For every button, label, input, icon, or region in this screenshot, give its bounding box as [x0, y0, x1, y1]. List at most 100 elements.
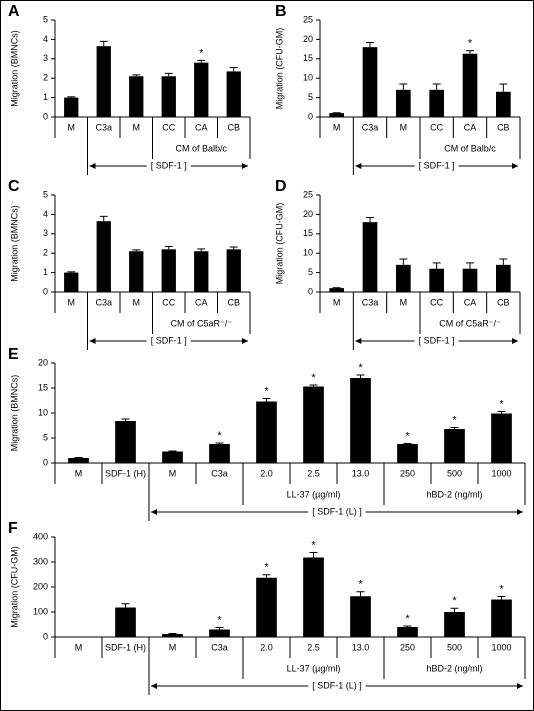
- x-tick-label: CC: [430, 297, 443, 307]
- bar: [329, 113, 344, 117]
- y-axis-label: Migration (CFU-GM): [274, 203, 284, 285]
- x-tick-label: C3a: [95, 122, 112, 132]
- group-label: CM of Balb/c: [444, 143, 496, 153]
- x-tick-label: M: [169, 468, 177, 478]
- group-label: CM of C5aR⁻/⁻: [439, 318, 501, 328]
- panel-letter: C: [8, 178, 20, 195]
- x-tick-label: 13.0: [352, 468, 370, 478]
- y-tick-label: 15: [303, 228, 313, 238]
- bar: [256, 401, 277, 463]
- y-tick-label: 0: [43, 286, 48, 296]
- y-tick-label: 3: [43, 228, 48, 238]
- bar: [209, 444, 230, 463]
- significance-marker: *: [358, 579, 363, 591]
- y-tick-label: 4: [43, 209, 48, 219]
- panel-letter: A: [8, 3, 20, 20]
- x-tick-label: M: [400, 122, 408, 132]
- x-tick-label: 2.0: [260, 468, 273, 478]
- significance-marker: *: [452, 414, 457, 426]
- y-tick-label: 1: [43, 92, 48, 102]
- x-tick-label: C3a: [362, 297, 379, 307]
- bar: [444, 612, 465, 637]
- bar: [397, 444, 418, 463]
- bar: [96, 46, 111, 117]
- x-tick-label: CA: [195, 122, 208, 132]
- y-axis-label: Migration (CFU-GM): [274, 28, 284, 110]
- bracket-label-bg: [308, 506, 366, 517]
- x-tick-label: 250: [400, 468, 415, 478]
- y-tick-label: 20: [303, 34, 313, 44]
- significance-marker: *: [358, 362, 363, 374]
- bar: [194, 62, 209, 117]
- x-tick-label: CB: [497, 122, 510, 132]
- bar: [256, 577, 277, 637]
- y-axis-label: Migration (CFU-GM): [9, 546, 19, 628]
- x-tick-label: C3a: [211, 642, 228, 652]
- arrow-head: [242, 338, 248, 344]
- y-tick-label: 5: [43, 14, 48, 24]
- bar: [162, 451, 183, 463]
- bracket-label-bg: [414, 160, 459, 171]
- y-tick-label: 0: [43, 631, 48, 641]
- arrow-head: [355, 163, 362, 169]
- bar: [115, 607, 136, 637]
- group-label: LL-37 (µg/ml): [287, 489, 341, 499]
- x-tick-label: 1000: [491, 468, 511, 478]
- bar: [161, 76, 176, 117]
- arrow-head: [517, 509, 523, 515]
- bar: [129, 251, 144, 292]
- bar: [396, 264, 411, 292]
- bar: [68, 458, 89, 463]
- bar: [397, 627, 418, 637]
- x-tick-label: CC: [430, 122, 443, 132]
- bar: [115, 421, 136, 463]
- x-tick-label: CC: [162, 122, 175, 132]
- x-tick-label: M: [169, 642, 177, 652]
- x-tick-label: 500: [447, 642, 462, 652]
- y-axis-label: Migration (BMNCs): [9, 205, 19, 282]
- x-tick-label: M: [333, 122, 341, 132]
- bracket-label-bg: [414, 335, 459, 346]
- bar: [491, 599, 512, 637]
- x-tick-label: C3a: [95, 297, 112, 307]
- bar: [129, 76, 144, 117]
- group-label: hBD-2 (ng/ml): [426, 489, 482, 499]
- significance-marker: *: [405, 430, 410, 442]
- y-axis-label: Migration (BMNCs): [9, 375, 19, 452]
- x-tick-label: 2.0: [260, 642, 273, 652]
- bar: [64, 272, 79, 292]
- y-tick-label: 20: [38, 357, 48, 367]
- x-tick-label: 500: [447, 468, 462, 478]
- bar: [194, 251, 209, 292]
- bar: [491, 413, 512, 463]
- bar: [429, 89, 444, 117]
- arrow-head: [89, 163, 96, 169]
- y-tick-label: 400: [33, 531, 48, 541]
- x-tick-label: 1000: [491, 642, 511, 652]
- x-tick-label: M: [133, 122, 141, 132]
- y-tick-label: 5: [308, 92, 313, 102]
- bracket-label: [ SDF-1 (L) ]: [312, 680, 362, 690]
- bar: [303, 386, 324, 463]
- significance-marker: *: [264, 385, 269, 397]
- bar: [350, 378, 371, 463]
- x-tick-label: M: [400, 297, 408, 307]
- x-tick-label: M: [333, 297, 341, 307]
- y-tick-label: 2: [43, 73, 48, 83]
- y-tick-label: 300: [33, 556, 48, 566]
- bar: [496, 91, 511, 117]
- bracket-label-bg: [146, 335, 191, 346]
- group-label: LL-37 (µg/ml): [287, 663, 341, 673]
- y-tick-label: 5: [43, 432, 48, 442]
- bar: [64, 97, 79, 117]
- bracket-label: [ SDF-1 ]: [151, 160, 187, 170]
- bar: [496, 264, 511, 292]
- y-tick-label: 5: [308, 267, 313, 277]
- arrow-head: [242, 163, 248, 169]
- panel-letter: F: [8, 520, 18, 537]
- bar: [303, 557, 324, 637]
- arrow-head: [355, 338, 362, 344]
- y-tick-label: 25: [303, 14, 313, 24]
- panel-letter: E: [8, 346, 19, 363]
- bracket-label: [ SDF-1 (L) ]: [312, 506, 362, 516]
